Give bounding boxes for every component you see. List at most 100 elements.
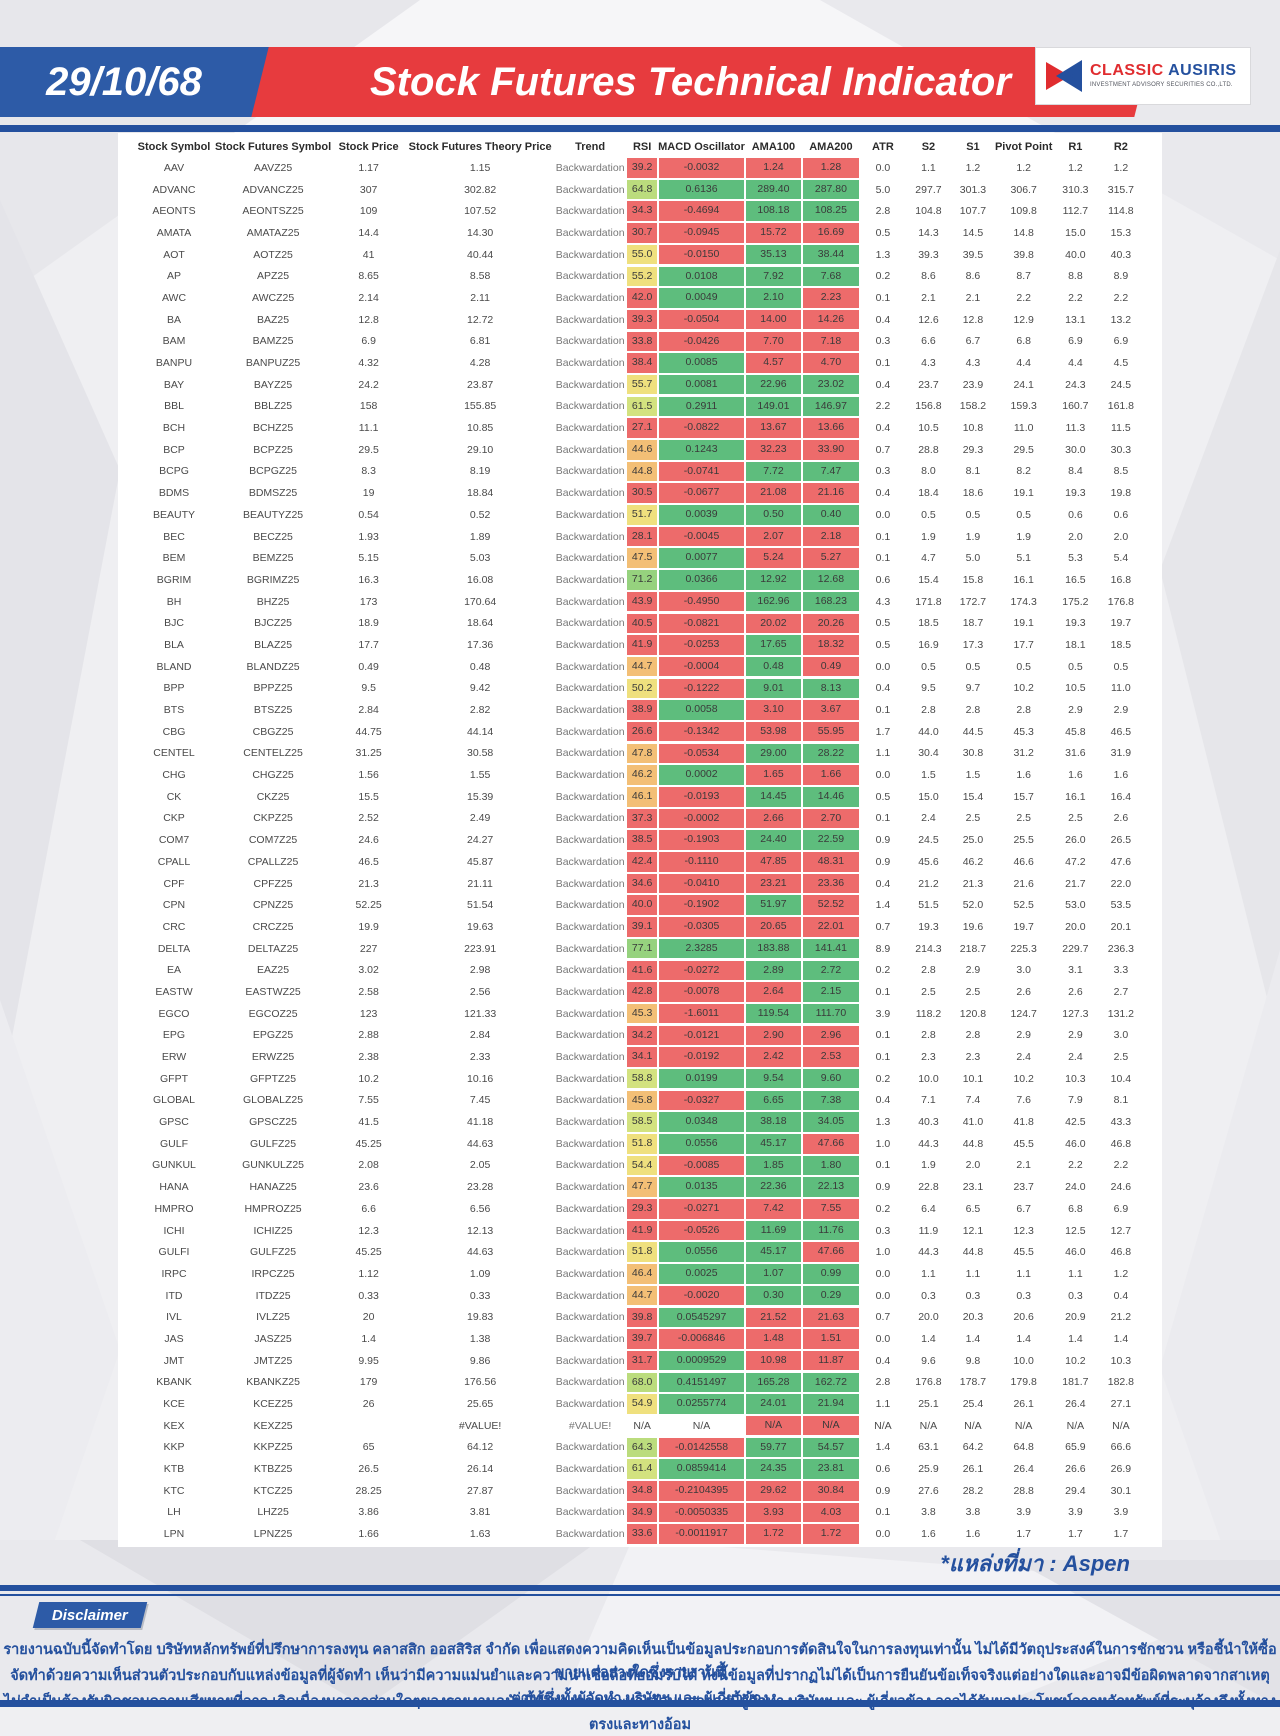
cell-stock-symbol: BCH xyxy=(162,422,186,435)
cell-r1: 42.5 xyxy=(1065,1116,1086,1129)
cell-ama200-highlight: 22.01 xyxy=(802,917,859,937)
cell-theory-price: 9.42 xyxy=(469,682,491,695)
cell-r1: 31.6 xyxy=(1065,747,1086,760)
cell-r1: 24.0 xyxy=(1065,1181,1086,1194)
cell-r1: 40.0 xyxy=(1065,248,1086,261)
cell-pivot-point: 10.2 xyxy=(1013,682,1034,695)
cell-macd: -0.0004 xyxy=(658,656,745,678)
cell-rsi: 61.5 xyxy=(626,396,658,418)
cell-rsi: 41.9 xyxy=(626,634,658,656)
cell-atr: 8.9 xyxy=(875,942,891,955)
cell-pivot-point: 159.3 xyxy=(1010,400,1037,413)
cell-rsi: 37.3 xyxy=(626,808,658,830)
cell-ama100: 21.52 xyxy=(745,1306,802,1328)
cell-stock-price: 0.33 xyxy=(358,1289,379,1302)
cell-ama100: 0.48 xyxy=(745,656,802,678)
cell-rsi-highlight: 38.9 xyxy=(627,700,658,720)
cell-macd-highlight: -0.4950 xyxy=(659,591,744,612)
cell-rsi: 50.2 xyxy=(626,678,658,700)
table-row: GLOBAL GLOBALZ25 7.55 7.45 Backwardation 45.8… xyxy=(133,1090,1143,1112)
cell-r2: 3.3 xyxy=(1113,964,1129,977)
cell-macd-highlight: -1.6011 xyxy=(659,1003,744,1024)
cell-ama100: 2.10 xyxy=(745,287,802,309)
cell-futures-symbol: HANAZ25 xyxy=(249,1181,297,1194)
cell-ama200: 52.52 xyxy=(802,894,860,916)
cell-r1: 19.3 xyxy=(1065,617,1086,630)
cell-pivot-point: 174.3 xyxy=(1010,595,1037,608)
cell-rsi-highlight: 43.9 xyxy=(627,591,658,612)
cell-s2: 1.6 xyxy=(921,1528,936,1541)
cell-ama100-highlight: 2.66 xyxy=(745,808,801,829)
cell-macd-highlight: 0.0556 xyxy=(659,1134,744,1154)
cell-s1: 2.0 xyxy=(965,1159,981,1172)
cell-s2: 1.1 xyxy=(921,161,936,174)
cell-rsi: 33.6 xyxy=(626,1523,658,1545)
cell-theory-price: 23.28 xyxy=(467,1181,494,1194)
cell-r1: 19.3 xyxy=(1065,487,1086,500)
column-header: Trend xyxy=(575,141,606,153)
cell-r2: 0.4 xyxy=(1113,1289,1129,1302)
cell-trend: Backwardation xyxy=(555,552,625,565)
cell-r2: 0.6 xyxy=(1113,508,1129,521)
cell-pivot-point: 2.8 xyxy=(1016,704,1031,717)
cell-trend: Backwardation xyxy=(555,1051,625,1064)
cell-pivot-point: 23.7 xyxy=(1013,1181,1034,1194)
cell-ama100: 24.35 xyxy=(745,1458,802,1480)
cell-rsi: 41.9 xyxy=(626,1220,658,1242)
cell-ama100-highlight: 1.48 xyxy=(745,1329,801,1349)
cell-stock-price: 7.55 xyxy=(358,1094,379,1107)
cell-macd-highlight: -0.0945 xyxy=(659,223,744,243)
cell-pivot-point: 1.1 xyxy=(1016,1267,1031,1280)
cell-stock-price: 1.66 xyxy=(358,1528,379,1541)
table-row: BEM BEMZ25 5.15 5.03 Backwardation 47.5 0.0077… xyxy=(133,547,1143,569)
cell-s2: 2.8 xyxy=(921,964,936,977)
table-row: BH BHZ25 173 170.64 Backwardation 43.9 -0.4950… xyxy=(133,591,1143,613)
table-row: BCP BCPZ25 29.5 29.10 Backwardation 44.6 0.124… xyxy=(133,439,1143,461)
cell-atr: 2.8 xyxy=(875,205,891,218)
cell-ama200: 13.66 xyxy=(802,417,860,439)
cell-rsi: 39.3 xyxy=(626,309,658,331)
cell-ama100: 4.57 xyxy=(745,352,802,374)
cell-macd: -0.0504 xyxy=(658,309,745,331)
cell-ama100-highlight: 183.88 xyxy=(745,938,801,959)
cell-r2: 4.5 xyxy=(1113,357,1129,370)
cell-ama100: 0.50 xyxy=(745,504,802,526)
cell-ama100-highlight: 2.64 xyxy=(745,982,801,1002)
cell-rsi-highlight: 28.1 xyxy=(627,526,658,547)
cell-rsi: 30.7 xyxy=(626,222,658,244)
cell-ama100: 11.69 xyxy=(745,1220,802,1242)
cell-ama100: 3.93 xyxy=(745,1502,802,1524)
cell-r2: 40.3 xyxy=(1110,248,1132,261)
cell-ama200-highlight: 0.29 xyxy=(802,1285,859,1306)
cell-trend: Backwardation xyxy=(555,920,625,933)
disclaimer-badge: Disclaimer xyxy=(32,1602,148,1628)
cell-theory-price: 2.05 xyxy=(469,1159,491,1172)
cell-futures-symbol: BAMZ25 xyxy=(252,335,294,348)
cell-ama100: 24.40 xyxy=(745,829,802,851)
cell-macd-highlight: -0.0192 xyxy=(659,1047,744,1067)
cell-ama200: 55.95 xyxy=(802,721,860,743)
table-row: CPF CPFZ25 21.3 21.11 Backwardation 34.6 -0.04… xyxy=(133,873,1143,895)
cell-pivot-point: 45.5 xyxy=(1013,1246,1034,1259)
table-row: AMATA AMATAZ25 14.4 14.30 Backwardation 30.7-… xyxy=(133,222,1143,244)
cell-trend: Backwardation xyxy=(555,487,625,500)
cell-r2: 53.5 xyxy=(1110,899,1132,912)
cell-ama200: 146.97 xyxy=(802,396,860,418)
cell-ama100-highlight: 0.50 xyxy=(745,505,801,525)
cell-ama200-highlight: 14.46 xyxy=(802,787,859,807)
cell-atr: 0.1 xyxy=(875,704,891,717)
cell-ama200: 7.18 xyxy=(802,331,860,353)
cell-ama100-highlight: 4.57 xyxy=(745,353,801,373)
cell-stock-price: 2.14 xyxy=(358,291,379,304)
cell-ama100-highlight: 1.65 xyxy=(745,765,801,785)
cell-pivot-point: 26.1 xyxy=(1013,1398,1034,1411)
cell-ama100: 1.72 xyxy=(745,1523,802,1545)
cell-ama100: 119.54 xyxy=(745,1003,802,1025)
cell-s2: 297.7 xyxy=(915,183,942,196)
cell-r2: 30.3 xyxy=(1110,443,1132,456)
cell-macd: -0.4694 xyxy=(658,200,745,222)
cell-s2: 24.5 xyxy=(918,834,939,847)
cell-rsi-highlight: 55.2 xyxy=(627,266,658,287)
cell-s1: 1.2 xyxy=(965,161,981,174)
cell-ama200: 7.68 xyxy=(802,265,860,287)
